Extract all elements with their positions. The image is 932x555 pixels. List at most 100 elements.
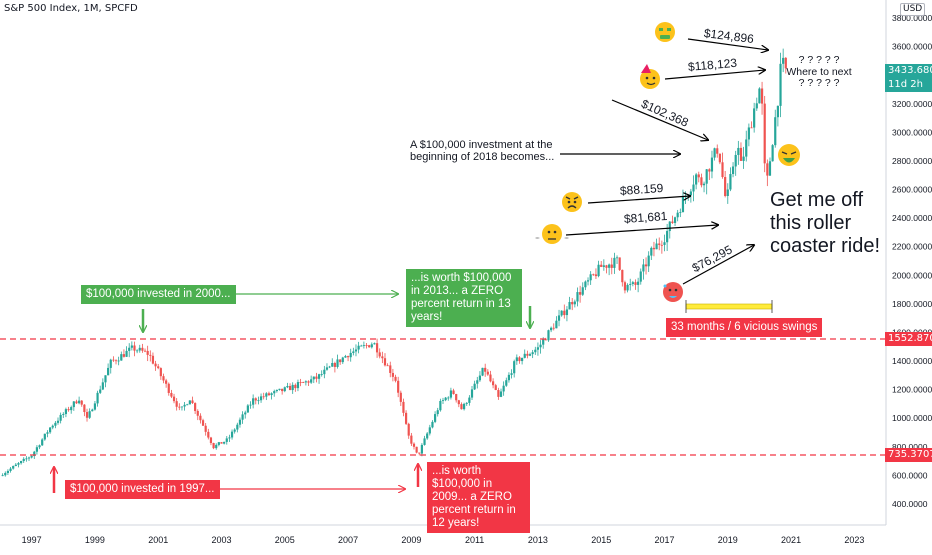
candle-down [212, 443, 215, 449]
x-tick-label: 2019 [718, 535, 738, 545]
candle-up [729, 174, 732, 190]
candle-up [344, 356, 347, 358]
candle-up [547, 330, 550, 341]
candle-down [122, 354, 126, 357]
x-tick-label: 2005 [275, 535, 295, 545]
candle-down [133, 345, 136, 351]
candle-up [259, 396, 263, 401]
candle-down [165, 380, 168, 384]
x-tick-label: 2017 [654, 535, 674, 545]
arrow-124896 [687, 38, 768, 50]
y-tick-label: 600.0000 [892, 470, 928, 480]
candle-down [552, 327, 555, 329]
box-worth-2009: ...is worth $100,000 in 2009... a ZERO p… [427, 462, 530, 533]
candle-up [705, 169, 708, 184]
candle-up [180, 406, 184, 408]
candle-up [186, 404, 189, 406]
candle-down [739, 147, 743, 161]
candle-up [774, 117, 777, 146]
candle-down [494, 385, 497, 391]
candle-down [389, 365, 392, 373]
candle-up [128, 347, 131, 351]
candle-up [523, 353, 526, 358]
candle-down [402, 401, 405, 413]
candle-down [209, 437, 213, 444]
currency-badge[interactable]: USD [900, 3, 926, 16]
candle-up [19, 461, 23, 464]
candle-up [565, 309, 569, 316]
candle-up [241, 414, 244, 420]
candle-down [412, 443, 416, 447]
candle-down [658, 243, 661, 245]
y-tick-label: 1000.0000 [892, 413, 932, 423]
candle-down [484, 367, 487, 372]
candle-up [478, 375, 482, 381]
candle-down [415, 446, 418, 453]
candle-up [88, 411, 91, 418]
candle-down [378, 352, 381, 357]
candle-up [615, 257, 619, 259]
candle-up [470, 389, 474, 398]
candle-up [423, 438, 426, 445]
candle-up [581, 287, 584, 295]
hot-face-icon [663, 282, 683, 302]
candle-up [78, 400, 81, 404]
x-tick-label: 1997 [22, 535, 42, 545]
candle-up [91, 409, 94, 412]
candle-up [283, 387, 286, 392]
candle-up [320, 374, 323, 375]
x-tick-label: 1999 [85, 535, 105, 545]
candle-down [460, 404, 463, 410]
candle-up [476, 380, 479, 384]
candle-down [652, 247, 656, 250]
range-bar [685, 303, 773, 310]
candle-down [760, 88, 764, 104]
candle-up [597, 264, 600, 277]
candle-down [151, 355, 155, 364]
candle-up [695, 174, 698, 185]
candle-down [621, 269, 624, 283]
candle-down [375, 343, 379, 353]
candle-down [146, 350, 149, 355]
candle-down [716, 148, 719, 154]
candle-up [560, 310, 563, 316]
candle-down [594, 274, 598, 277]
candle-up [72, 401, 75, 408]
candle-up [528, 354, 532, 356]
candle-up [265, 393, 268, 397]
candle-up [125, 350, 128, 357]
candle-down [114, 360, 118, 362]
candle-up [4, 472, 7, 476]
x-tick-label: 2015 [591, 535, 611, 545]
candle-up [608, 264, 611, 268]
candle-up [747, 127, 750, 140]
candle-up [286, 385, 289, 388]
candle-down [618, 257, 621, 270]
candle-down [660, 244, 663, 246]
candle-down [178, 406, 181, 408]
candle-up [439, 400, 442, 411]
candle-down [75, 401, 78, 404]
candle-up [349, 352, 352, 358]
candle-down [207, 431, 210, 438]
candle-up [246, 405, 249, 413]
candle-up [33, 451, 36, 457]
candle-up [481, 367, 484, 376]
level-high-tag: 1552.8700 [885, 332, 932, 346]
candle-up [117, 360, 120, 362]
candle-up [647, 255, 650, 267]
candle-up [626, 284, 629, 291]
candle-up [655, 243, 658, 250]
candle-up [109, 359, 112, 368]
candle-up [6, 470, 10, 473]
candle-up [637, 281, 640, 285]
candle-up [449, 390, 453, 398]
candle-down [452, 390, 455, 395]
candle-down [159, 368, 162, 377]
candle-down [455, 394, 458, 401]
candle-up [49, 427, 52, 433]
candle-down [763, 103, 766, 164]
candle-down [172, 396, 176, 402]
candle-up [539, 344, 542, 348]
